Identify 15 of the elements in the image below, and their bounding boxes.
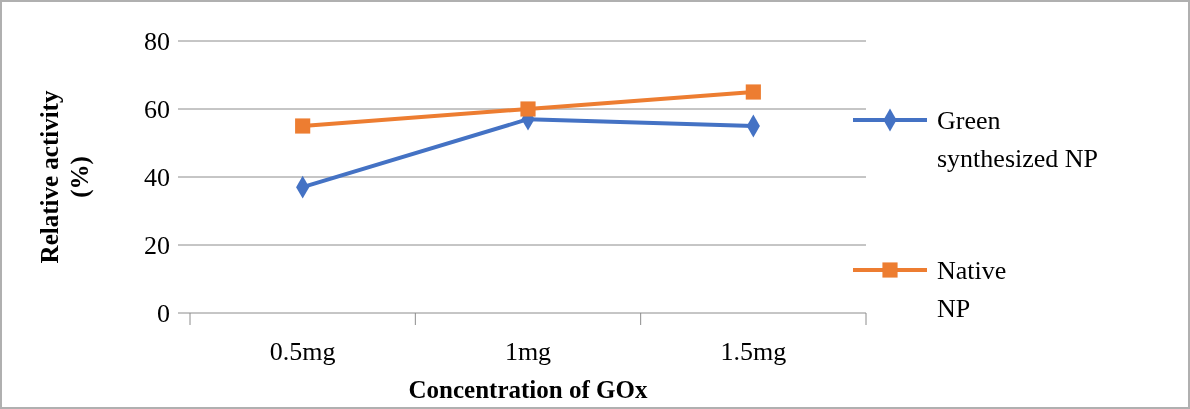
point bbox=[295, 118, 311, 134]
point bbox=[745, 84, 761, 100]
point bbox=[520, 101, 536, 117]
x-tick-label: 1mg bbox=[504, 337, 552, 366]
x-tick-label: 1.5mg bbox=[720, 337, 787, 366]
x-axis-title: Concentration of GOx bbox=[408, 376, 648, 403]
legend-label: Green synthesized NP bbox=[937, 106, 1099, 174]
x-tick-label: 0.5mg bbox=[269, 337, 336, 366]
y-tick-label: 60 bbox=[144, 95, 170, 125]
y-tick-label: 20 bbox=[144, 231, 170, 261]
legend-label: Native NP bbox=[937, 256, 1007, 324]
y-tick-label: 80 bbox=[144, 27, 170, 57]
y-tick-label: 40 bbox=[144, 163, 170, 193]
y-tick-label: 0 bbox=[157, 299, 170, 329]
y-axis-title: Relative activity (%) bbox=[36, 90, 94, 264]
